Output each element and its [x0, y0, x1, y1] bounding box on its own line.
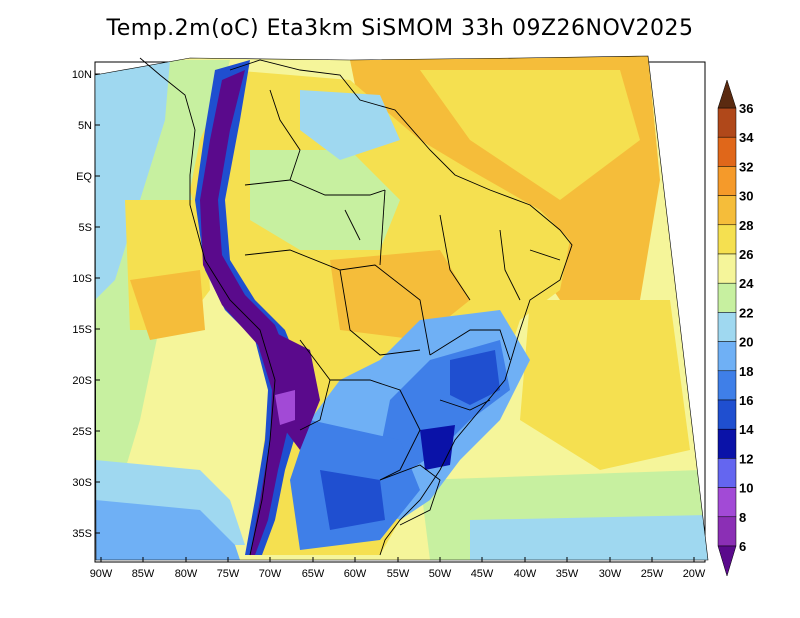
colorbar-over-arrow — [717, 79, 737, 109]
lat-label: 5S — [79, 222, 92, 234]
lat-label: 30S — [72, 477, 92, 489]
lon-label: 45W — [471, 568, 494, 580]
colorbar-label: 10 — [739, 481, 753, 496]
colorbar-swatch — [717, 428, 737, 459]
colorbar-label: 26 — [739, 247, 753, 262]
colorbar-label: 20 — [739, 335, 753, 350]
lon-label: 85W — [132, 568, 155, 580]
colorbar-label: 36 — [739, 101, 753, 116]
colorbar-label: 8 — [739, 510, 746, 525]
lon-label: 20W — [683, 568, 706, 580]
domain-outline — [94, 55, 709, 561]
colorbar-label: 14 — [739, 422, 754, 437]
colorbar-swatch — [717, 370, 737, 401]
lon-label: 55W — [387, 568, 410, 580]
colorbar-label: 22 — [739, 305, 753, 320]
lat-label: 10S — [72, 273, 92, 285]
colorbar-label: 16 — [739, 393, 753, 408]
map-title: Temp.2m(oC) Eta3km SiSMOM 33h 09Z26NOV20… — [106, 16, 694, 41]
lon-label: 50W — [429, 568, 452, 580]
colorbar-swatch — [717, 458, 737, 488]
colorbar-under-arrow — [717, 545, 737, 577]
colorbar-swatch — [717, 282, 737, 313]
lon-label: 65W — [302, 568, 325, 580]
colorbar-label: 18 — [739, 364, 753, 379]
lat-label: 20S — [72, 375, 92, 387]
lon-label: 75W — [217, 568, 240, 580]
temperature-field — [95, 56, 708, 560]
colorbar-swatch — [717, 312, 737, 342]
colorbar-swatch — [717, 487, 737, 518]
colorbar-swatch — [717, 107, 737, 138]
colorbar-swatch — [717, 516, 737, 547]
lat-label: 15S — [72, 324, 92, 336]
colorbar-label: 32 — [739, 159, 753, 174]
colorbar-swatch — [717, 195, 737, 226]
colorbar-label: 6 — [739, 539, 746, 554]
colorbar-swatch — [717, 136, 737, 167]
lat-label: EQ — [76, 171, 92, 183]
political-boundaries — [139, 57, 573, 556]
lat-label: 35S — [72, 528, 92, 540]
longitude-axis: 90W 85W 80W 75W 70W 65W 60W 55W 50W 45W … — [90, 557, 706, 580]
lon-label: 40W — [514, 568, 537, 580]
colorbar-label: 24 — [739, 276, 754, 291]
colorbar-swatch — [717, 399, 737, 430]
colorbar-label: 30 — [739, 189, 753, 204]
colorbar-swatch — [717, 166, 737, 196]
lat-label: 25S — [72, 426, 92, 438]
colorbar: 36 34 32 30 28 26 24 22 20 18 16 14 12 10 8 6 — [717, 79, 754, 577]
lon-label: 35W — [556, 568, 579, 580]
lon-label: 70W — [259, 568, 282, 580]
lat-label: 10N — [72, 69, 92, 81]
lon-label: 30W — [599, 568, 622, 580]
latitude-axis: 10N 5N EQ 5S 10S 15S 20S 25S 30S 35S — [72, 69, 100, 540]
colorbar-label: 34 — [739, 130, 754, 145]
lat-label: 5N — [78, 120, 92, 132]
lon-label: 90W — [90, 568, 113, 580]
colorbar-label: 12 — [739, 451, 753, 466]
lon-label: 80W — [175, 568, 198, 580]
lon-label: 60W — [344, 568, 367, 580]
colorbar-label: 28 — [739, 218, 753, 233]
colorbar-swatch — [717, 253, 737, 284]
lon-label: 25W — [641, 568, 664, 580]
colorbar-swatch — [717, 341, 737, 372]
colorbar-swatch — [717, 224, 737, 255]
